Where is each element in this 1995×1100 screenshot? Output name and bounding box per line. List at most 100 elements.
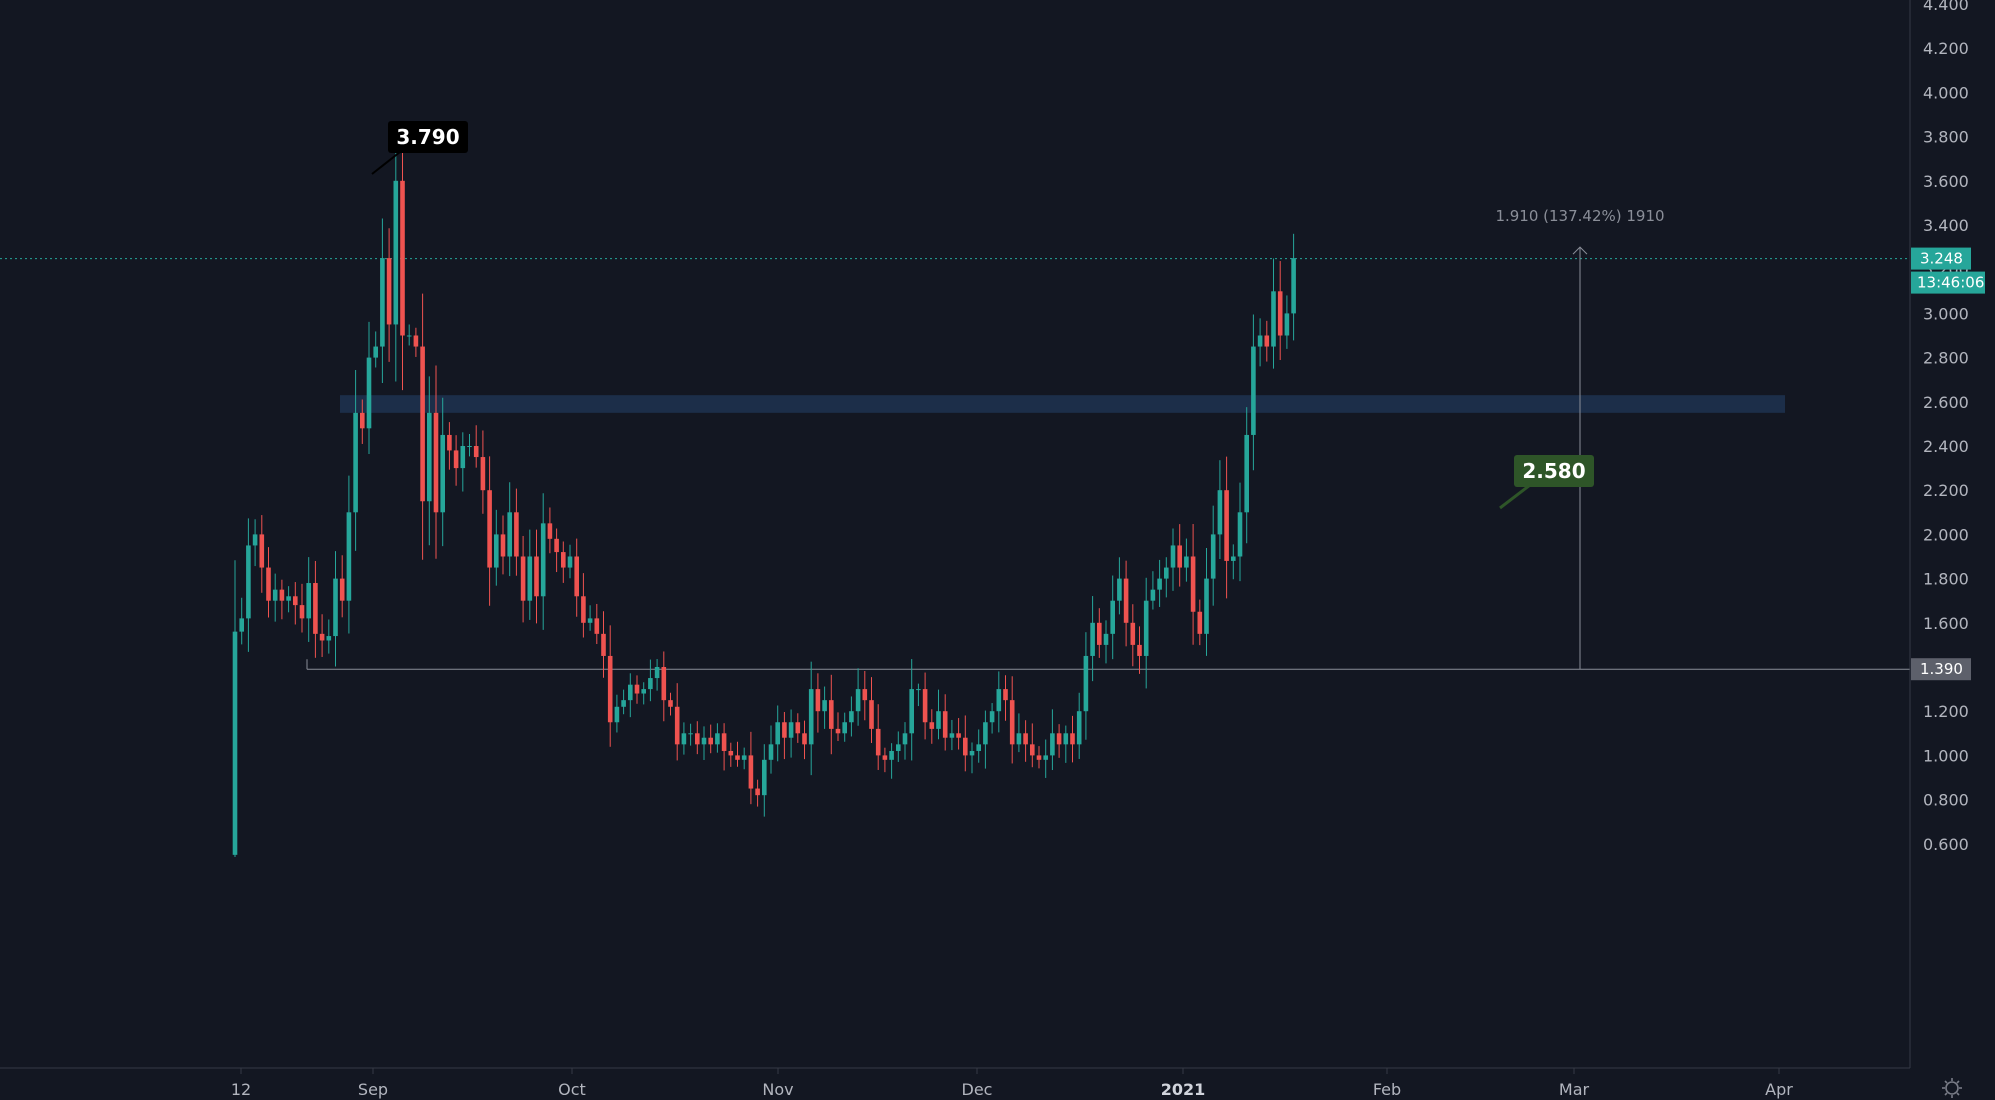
candle-body: [802, 733, 807, 745]
support-callout[interactable]: 2.580: [1499, 455, 1594, 510]
candle-body: [520, 556, 526, 601]
candle-body: [272, 589, 278, 601]
candle: [654, 659, 660, 691]
candle: [708, 724, 713, 754]
candle-body: [1023, 733, 1028, 745]
candle-body: [1257, 335, 1263, 347]
candle-body: [581, 596, 586, 623]
candle: [1003, 675, 1008, 721]
candle: [695, 721, 700, 755]
candle-body: [835, 728, 841, 734]
peak-callout-pointer: [371, 151, 401, 175]
measure-arrowhead: [1572, 246, 1588, 255]
candle-body: [808, 689, 814, 745]
support-label: 2.580: [1522, 459, 1585, 483]
candle: [1117, 557, 1122, 615]
candle: [1251, 314, 1256, 471]
settings-gear-icon[interactable]: [1942, 1078, 1962, 1098]
candle: [339, 555, 345, 618]
candle-body: [1036, 755, 1042, 760]
candle-body: [1264, 335, 1270, 347]
candle: [540, 493, 546, 630]
candle: [1063, 725, 1069, 763]
price-axis[interactable]: 4.4004.2004.0003.8003.6003.4003.2003.000…: [1923, 0, 1969, 854]
price-tick-label: 3.000: [1923, 304, 1969, 323]
candle-body: [574, 556, 579, 597]
candle: [1237, 482, 1243, 582]
support-zone[interactable]: [340, 395, 1785, 413]
candle: [963, 715, 968, 772]
candle: [976, 729, 981, 763]
candle-body: [936, 711, 941, 729]
candle: [634, 675, 640, 704]
price-tick-label: 3.600: [1923, 172, 1969, 191]
price-tick-label: 2.800: [1923, 349, 1969, 368]
candle: [259, 515, 265, 593]
candle-body: [715, 733, 720, 745]
candle: [916, 683, 921, 707]
peak-callout[interactable]: 3.790: [371, 121, 468, 175]
candle: [641, 682, 646, 705]
candle-body: [1170, 545, 1176, 568]
candle-body: [1123, 578, 1129, 623]
candle-body: [882, 755, 888, 760]
time-tick-label: Dec: [962, 1080, 993, 1099]
candle-body: [1143, 600, 1149, 656]
candle: [293, 582, 298, 625]
candle: [1070, 715, 1075, 763]
candle-body: [681, 733, 687, 745]
candle: [628, 673, 633, 718]
candle-body: [494, 534, 499, 568]
candle-body: [460, 446, 466, 469]
candle: [1164, 557, 1169, 598]
candle-body: [1117, 578, 1122, 601]
candle: [728, 742, 734, 767]
candle: [1190, 524, 1196, 645]
level-price-tag: 1.390: [1911, 658, 1971, 681]
candle-body: [648, 678, 653, 690]
price-tick-label: 2.400: [1923, 437, 1969, 456]
candle-body: [487, 490, 492, 568]
candle-body: [1271, 291, 1276, 347]
time-axis[interactable]: 12 Sep Oct Nov Dec 2021 Feb Mar Apr: [231, 1068, 1793, 1099]
candle-body: [1150, 589, 1156, 601]
candle-body: [996, 689, 1002, 712]
price-tick-label: 0.600: [1923, 835, 1969, 854]
candle-body: [1197, 611, 1203, 634]
candle: [1130, 604, 1136, 667]
candle-body: [1063, 733, 1069, 745]
candle-body: [1103, 633, 1109, 645]
candle-body: [922, 689, 928, 723]
candle-body: [299, 605, 305, 619]
candle: [299, 583, 305, 633]
candle-body: [339, 578, 345, 601]
candle: [674, 683, 680, 761]
candle-body: [527, 556, 533, 601]
candle-body: [929, 722, 935, 729]
candle: [534, 529, 539, 624]
candle: [1217, 460, 1223, 560]
level-tag-box: [1911, 658, 1971, 681]
candle: [688, 723, 693, 746]
price-tick-label: 1.600: [1923, 614, 1969, 633]
candle: [467, 433, 472, 457]
candle: [1076, 692, 1082, 759]
candle: [701, 726, 707, 760]
candle-body: [326, 636, 332, 641]
candle-body: [1130, 622, 1136, 645]
candle: [1050, 709, 1055, 771]
candle-body: [1137, 644, 1142, 656]
candle: [1036, 746, 1042, 769]
price-tick-label: 2.600: [1923, 393, 1969, 412]
candle: [1043, 739, 1048, 778]
candle: [875, 704, 881, 770]
candle: [929, 709, 935, 744]
candle: [1204, 548, 1209, 656]
candle-body: [279, 589, 285, 601]
candle-body: [1190, 556, 1196, 612]
candle: [1097, 608, 1102, 658]
candle-body: [628, 684, 633, 701]
candle-body: [1003, 689, 1008, 701]
